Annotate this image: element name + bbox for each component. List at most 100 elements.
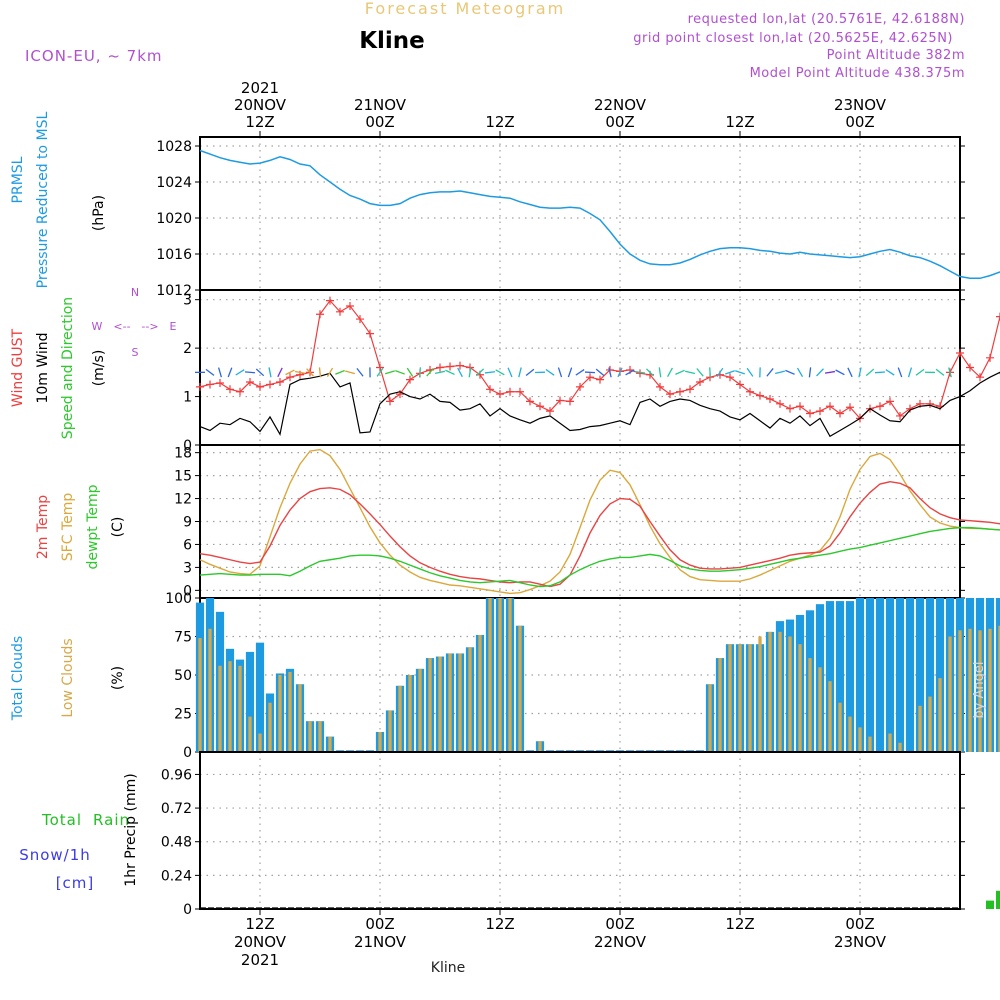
ylabel-percent: (%) [110,666,126,690]
panel-temp: 0 3 6 9 12 15 18 2m Temp SFC Temp dewpt Temp (C) [35,444,1000,599]
label-rain: Rain [93,811,130,829]
low-cloud-bar [318,721,322,752]
wind-arrow [885,369,895,376]
low-cloud-bar [298,684,302,752]
wind-arrow [518,367,522,378]
ylabel-low-clouds: Low Clouds [60,638,76,717]
wind-arrow [897,367,903,378]
gust-marker [516,387,524,396]
gust-marker [766,394,774,403]
y-tick-label: 1020 [156,211,192,227]
wind-arrow [557,367,563,378]
station-title: Kline [359,28,425,54]
gust-marker [496,390,504,399]
gust-marker [576,382,584,391]
gust-line [199,299,1000,420]
wind-arrow [326,367,334,377]
total-cloud-bar [885,598,895,752]
wind-arrow [419,367,421,378]
ylabel-gust: Wind GUST [10,328,26,407]
wind-arrow [646,368,654,377]
wind-arrow [948,367,952,378]
low-cloud-bar [508,598,512,752]
y-tick-label: 1016 [156,247,192,263]
bottom-tick-hour: 00Z [605,915,634,933]
low-cloud-bar [248,716,252,752]
y-tick-label: 3 [183,560,192,576]
y-tick-label: 0.96 [161,767,192,783]
low-cloud-bar [958,630,962,752]
wind-arrow [426,368,434,377]
wind-arrow [345,370,355,375]
y-tick-label: 0.48 [161,835,192,851]
y-tick-label: 15 [174,469,192,485]
wind-arrow [816,368,824,377]
wind-arrow [468,367,472,378]
wind-arrow [244,371,256,374]
credit: by Angel [972,661,987,718]
y-tick-label: 0 [183,745,192,761]
y-tick-label: 1012 [156,283,192,299]
gust-marker [836,409,844,418]
sfc-temp-line [199,448,1000,595]
gust-marker [546,407,554,416]
gust-marker [976,373,984,382]
gust-marker [846,403,854,412]
low-cloud-bar [428,658,432,752]
wind-arrow [376,367,384,377]
gust-marker [696,378,704,387]
gust-marker [726,373,734,382]
total-cloud-bar [905,598,915,752]
top-tick-date: 23NOV [834,96,887,114]
label-snow: Snow/1h [19,846,91,864]
low-cloud-bar [768,631,772,752]
low-cloud-bar [388,710,392,752]
gust-marker [486,385,494,394]
low-cloud-bar [278,675,282,752]
low-cloud-bar [538,741,542,752]
total-cloud-bar [825,601,835,752]
panel-frame [199,751,961,910]
gust-marker [506,387,514,396]
gust-marker [686,385,694,394]
compass-e: E [170,320,177,333]
wind-arrow [584,371,596,374]
gust-marker [266,380,274,389]
top-title: Forecast Meteogram [365,0,565,18]
wind-arrow [915,368,925,376]
gust-marker [276,378,284,387]
gust-marker [986,353,994,362]
wind-arrow [318,367,322,378]
wind-arrow [667,367,673,378]
requested-coords: requested lon,lat (20.5761E, 42.6188N) [688,12,965,27]
gust-marker [656,382,664,391]
total-cloud-bar [855,598,865,752]
gust-marker [896,411,904,420]
gust-marker [456,361,464,370]
total-cloud-bar [915,598,925,752]
wind-arrow [675,369,685,375]
gust-marker [346,301,354,310]
bottom-tick-date: 21NOV [354,933,407,951]
wind-arrow [484,371,496,374]
y-tick-label: 1024 [156,175,192,191]
gust-marker [666,390,674,399]
gust-marker [586,373,594,382]
gust-marker [556,396,564,405]
gust-marker [566,397,574,406]
bottom-tick-hour: 00Z [365,915,394,933]
y-tick-label: 1028 [156,139,192,155]
top-tick-hour: 12Z [485,113,514,131]
ylabel-pressure: Pressure Reduced to MSL [35,111,51,288]
y-tick-label: 50 [174,668,192,684]
model-label: ICON-EU, ~ 7km [25,47,163,65]
total-cloud-bar [245,651,255,752]
wind-arrow [567,367,573,378]
ylabel-ms: (m/s) [91,350,107,387]
low-cloud-bar [418,668,422,752]
gust-marker [376,363,384,372]
gust-marker [876,402,884,411]
gust-marker [336,307,344,316]
low-cloud-bar [308,721,312,752]
